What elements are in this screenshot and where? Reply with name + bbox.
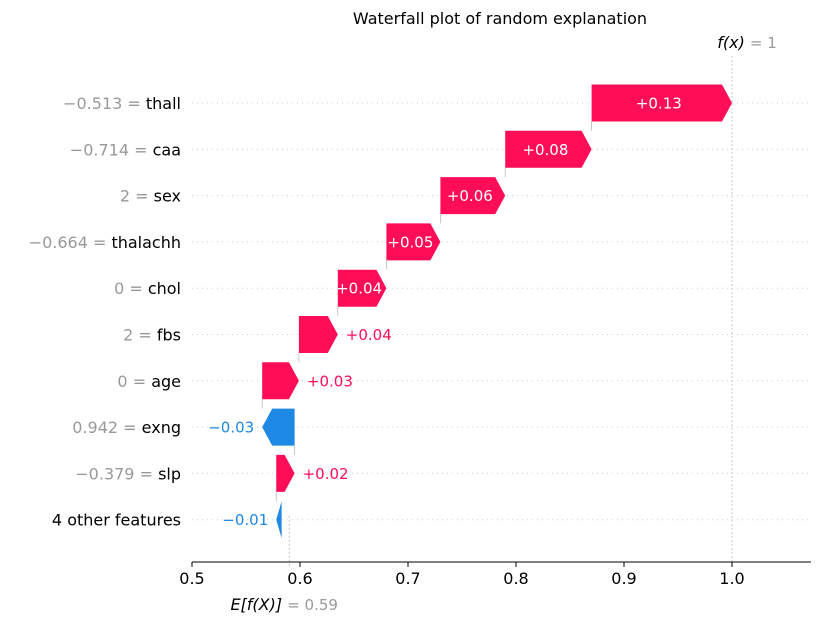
- bar-exng: [262, 408, 295, 446]
- bar-value-label: +0.05: [387, 233, 433, 251]
- feature-value: 2 =: [123, 326, 157, 345]
- x-tick-label: 0.8: [503, 569, 528, 588]
- feature-label: 0 = age: [117, 372, 181, 391]
- feature-name: slp: [158, 464, 181, 483]
- bar-value-label: +0.04: [346, 326, 392, 344]
- base-value-label: E[f(X)] = 0.59: [230, 595, 338, 614]
- feature-value: 0 =: [114, 279, 148, 298]
- feature-label: −0.714 = caa: [70, 140, 181, 159]
- bar-caa: [505, 130, 592, 168]
- bar-sex: [440, 177, 506, 215]
- x-tick-label: 0.9: [611, 569, 636, 588]
- x-tick-label: 0.5: [179, 569, 204, 588]
- bar-4-other-features: [276, 501, 282, 539]
- bar-thall: [591, 84, 732, 122]
- bar-value-label: −0.01: [222, 511, 268, 529]
- feature-value: 0.942 =: [72, 418, 141, 437]
- x-tick-label: 1.0: [719, 569, 744, 588]
- bar-value-label: +0.04: [336, 280, 382, 298]
- feature-label: 4 other features: [52, 511, 181, 530]
- bar-value-label: +0.13: [636, 95, 682, 113]
- bar-chol: [337, 269, 387, 307]
- feature-name: caa: [153, 140, 181, 159]
- feature-label: 0 = chol: [114, 279, 181, 298]
- feature-label: 2 = fbs: [123, 326, 181, 345]
- bar-value-label: +0.03: [307, 372, 353, 390]
- bar-age: [262, 362, 299, 400]
- feature-value: −0.513 =: [63, 94, 146, 113]
- chart-title: Waterfall plot of random explanation: [353, 9, 647, 28]
- bar-slp: [276, 454, 295, 492]
- feature-name: 4 other features: [52, 511, 181, 530]
- feature-name: thalachh: [111, 233, 181, 252]
- feature-label: −0.664 = thalachh: [29, 233, 181, 252]
- feature-value: −0.664 =: [29, 233, 112, 252]
- x-tick-label: 0.6: [287, 569, 312, 588]
- feature-label: −0.513 = thall: [63, 94, 181, 113]
- feature-label: 0.942 = exng: [72, 418, 181, 437]
- feature-label: 2 = sex: [120, 187, 181, 206]
- feature-name: sex: [154, 187, 181, 206]
- bar-value-label: −0.03: [208, 419, 254, 437]
- feature-value: 2 =: [120, 187, 154, 206]
- feature-value: −0.379 =: [75, 464, 158, 483]
- feature-name: chol: [148, 279, 181, 298]
- feature-name: fbs: [157, 326, 181, 345]
- bar-thalachh: [386, 223, 441, 261]
- bar-value-label: +0.02: [303, 465, 349, 483]
- bar-value-label: +0.08: [522, 141, 568, 159]
- bar-value-label: +0.06: [447, 187, 493, 205]
- x-tick-label: 0.7: [395, 569, 420, 588]
- feature-value: 0 =: [117, 372, 151, 391]
- feature-name: age: [151, 372, 181, 391]
- feature-label: −0.379 = slp: [75, 464, 181, 483]
- output-value-label: f(x) = 1: [717, 33, 777, 52]
- feature-name: thall: [146, 94, 181, 113]
- bar-fbs: [298, 316, 338, 353]
- feature-value: −0.714 =: [70, 140, 153, 159]
- feature-name: exng: [142, 418, 181, 437]
